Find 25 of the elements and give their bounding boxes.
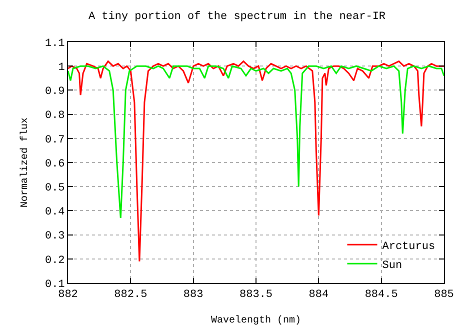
y-tick-label: 0.8 xyxy=(44,110,65,122)
y-tick-label: 1 xyxy=(58,62,66,74)
legend-label: Sun xyxy=(382,260,402,272)
y-axis-title: Normalized flux xyxy=(18,117,31,208)
chart-title: A tiny portion of the spectrum in the near-IR xyxy=(88,10,386,23)
x-tick-label: 883 xyxy=(183,289,204,302)
y-tick-label: 0.5 xyxy=(44,182,65,194)
x-tick-label: 882.5 xyxy=(114,289,148,302)
y-tick-label: 0.4 xyxy=(44,206,66,219)
line-series xyxy=(68,60,444,262)
y-tick-label: 0.6 xyxy=(44,158,65,170)
y-tick-label: 0.1 xyxy=(44,278,66,291)
line-series xyxy=(68,65,444,219)
x-tick-label: 882 xyxy=(58,289,78,302)
x-tick-label: 884.5 xyxy=(364,289,398,302)
x-tick-label: 883.5 xyxy=(239,289,273,302)
y-tick-label: 0.9 xyxy=(44,86,65,98)
x-axis-title: Wavelength (nm) xyxy=(210,314,302,327)
y-tick-label: 0.7 xyxy=(44,134,65,146)
y-tick-label: 0.3 xyxy=(44,230,65,243)
x-tick-label: 885 xyxy=(434,289,454,302)
y-tick-label: 0.2 xyxy=(44,254,65,267)
legend-label: Arcturus xyxy=(382,240,436,253)
x-tick-label: 884 xyxy=(308,289,329,302)
y-tick-label: 1.1 xyxy=(44,38,66,50)
